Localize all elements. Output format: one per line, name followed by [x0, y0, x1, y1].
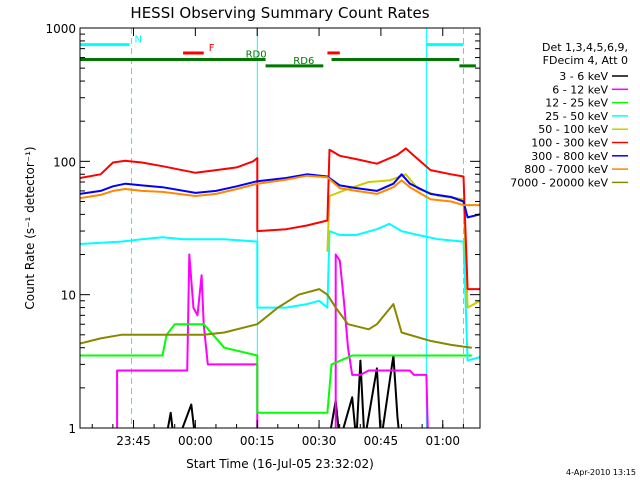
x-tick-label-4: 00:45	[364, 434, 399, 448]
chart-title: HESSI Observing Summary Count Rates	[130, 4, 429, 22]
series-line-6	[80, 173, 480, 219]
series-line-3	[80, 222, 480, 362]
legend-entry-label-2: 12 - 25 keV	[545, 97, 608, 110]
series-line-5	[80, 147, 480, 291]
legend-entry-label-8: 7000 - 20000 keV	[510, 176, 608, 189]
x-tick-label-0: 23:45	[116, 434, 151, 448]
y-axis-label: Count Rate (s⁻¹ detector⁻¹)	[23, 146, 37, 309]
legend-entry-label-0: 3 - 6 keV	[559, 70, 608, 83]
series-line-8	[80, 288, 472, 349]
timestamp: 4-Apr-2010 13:15	[566, 468, 636, 477]
flag-layer: N F RD0 RD6	[80, 35, 476, 68]
series-line-2	[80, 323, 472, 414]
y-tick-label-0: 1	[68, 422, 76, 436]
legend-entry-label-5: 100 - 300 keV	[531, 137, 608, 150]
plot-frame	[79, 27, 481, 429]
legend: Det 1,3,4,5,6,9, FDecim 4, Att 0 3 - 6 k…	[510, 41, 628, 189]
y-tick-label-1: 10	[61, 289, 76, 303]
x-tick-label-1: 00:00	[178, 434, 213, 448]
legend-header-line-1: Det 1,3,4,5,6,9,	[542, 41, 628, 54]
y-tick-label-3: 1000	[45, 22, 76, 36]
axis-ticks: 23:45 00:00 00:15 00:30 00:45 01:00 1 10 100 1000	[45, 22, 480, 448]
series-line-1	[116, 253, 429, 428]
flag-label-0: N	[134, 35, 141, 46]
flag-label-1: F	[209, 43, 215, 54]
legend-entry-label-7: 800 - 7000 keV	[524, 163, 608, 176]
legend-header-line-2: FDecim 4, Att 0	[543, 54, 628, 67]
flag-label-2: RD0	[246, 50, 267, 61]
legend-entry-label-3: 25 - 50 keV	[545, 110, 608, 123]
series-layer	[80, 147, 480, 428]
y-tick-label-2: 100	[53, 155, 76, 169]
x-axis-label: Start Time (16-Jul-05 23:32:02)	[186, 457, 374, 471]
flag-label-3: RD6	[293, 56, 314, 67]
legend-entry-label-4: 50 - 100 keV	[538, 123, 608, 136]
legend-entry-label-6: 300 - 800 keV	[531, 150, 608, 163]
x-tick-label-2: 00:15	[240, 434, 275, 448]
legend-entry-label-1: 6 - 12 keV	[552, 83, 608, 96]
mode-vlines	[79, 28, 465, 428]
series-line-7	[80, 174, 480, 207]
x-tick-label-3: 00:30	[302, 434, 337, 448]
x-tick-label-5: 01:00	[425, 434, 460, 448]
